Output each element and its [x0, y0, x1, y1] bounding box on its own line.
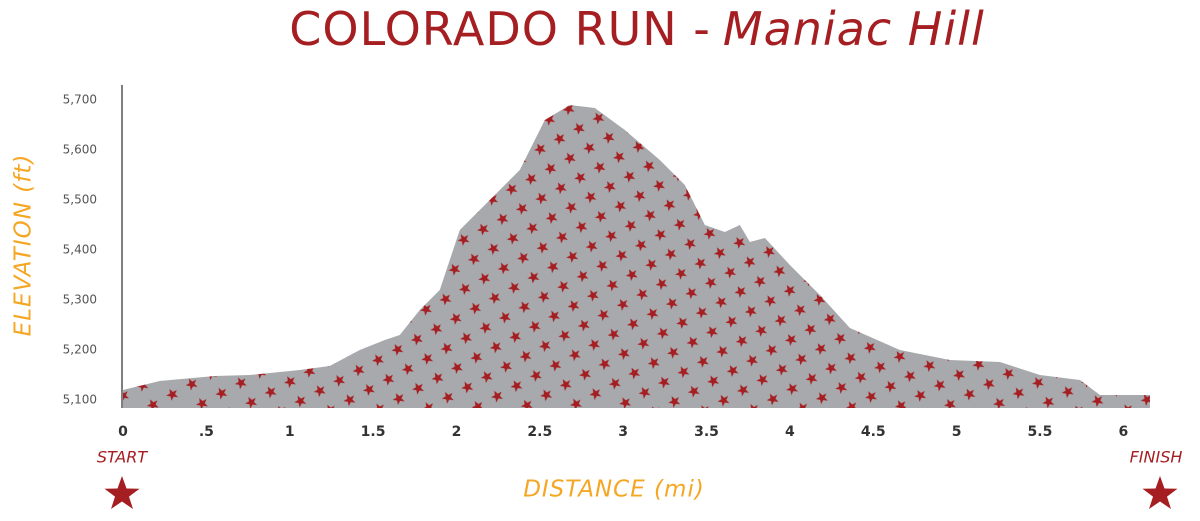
subtitle: Maniac Hill: [723, 2, 985, 56]
x-axis-title: DISTANCE (mi): [523, 477, 705, 503]
y-tick-label: 5,200: [63, 343, 97, 357]
elevation-area: [123, 105, 1150, 408]
finish-label: FINISH: [1130, 448, 1183, 467]
y-tick-label: 5,100: [63, 393, 97, 407]
start-star: [104, 476, 140, 509]
x-tick-label: 3.5: [694, 424, 719, 440]
y-tick-label: 5,500: [63, 193, 97, 207]
x-tick-label: 5.5: [1028, 424, 1053, 440]
y-tick-label: 5,400: [63, 243, 97, 257]
x-tick-label: .5: [199, 424, 214, 440]
x-tick-label: 2: [452, 424, 462, 440]
y-tick-label: 5,600: [63, 143, 97, 157]
title: COLORADO RUN -: [289, 2, 711, 56]
x-tick-label: 4: [785, 424, 795, 440]
x-tick-label: 1.5: [361, 424, 386, 440]
x-tick-label: 0: [118, 424, 128, 440]
start-label: START: [97, 448, 149, 467]
chart-title: COLORADO RUN - Maniac Hill: [289, 2, 984, 56]
finish-star: [1142, 476, 1178, 509]
y-axis-title: ELEVATION (ft): [11, 154, 37, 337]
x-tick-label: 3: [618, 424, 628, 440]
x-tick-label: 4.5: [861, 424, 886, 440]
x-tick-label: 6: [1118, 424, 1128, 440]
x-tick-label: 2.5: [527, 424, 552, 440]
x-tick-label: 5: [952, 424, 962, 440]
y-tick-label: 5,700: [63, 93, 97, 107]
y-tick-label: 5,300: [63, 293, 97, 307]
x-tick-label: 1: [285, 424, 295, 440]
